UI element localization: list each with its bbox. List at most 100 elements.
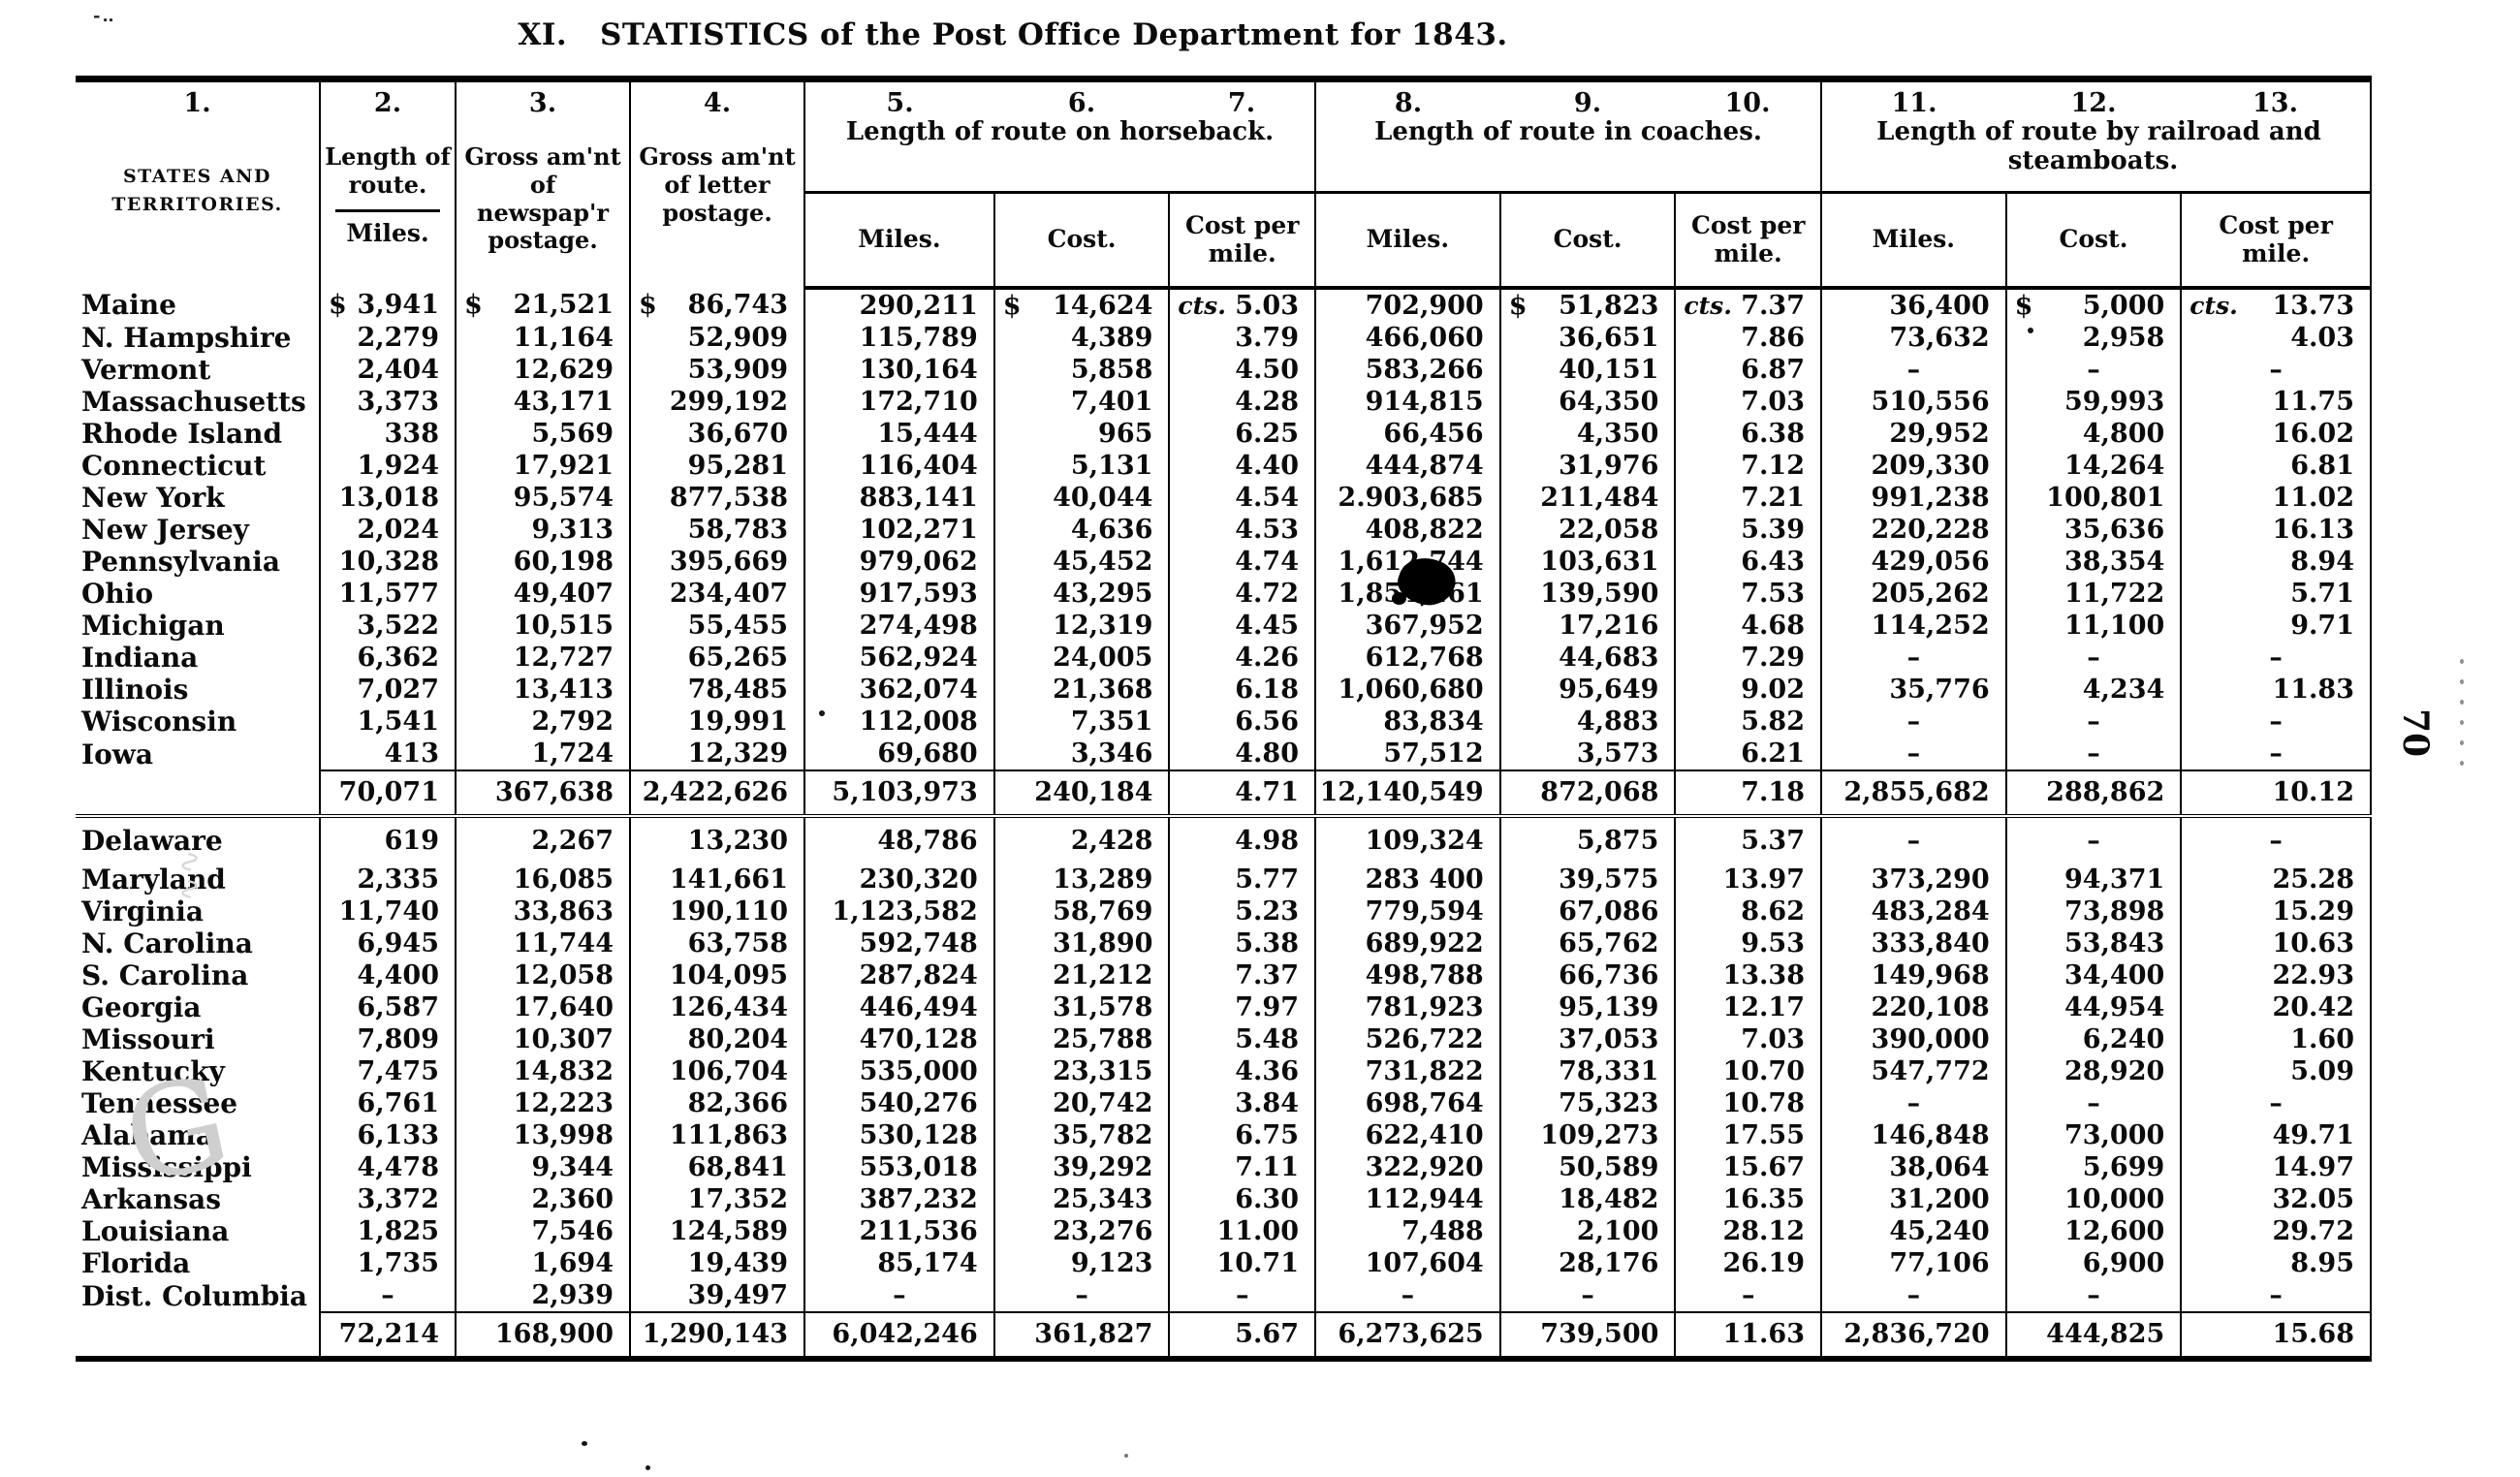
stray-speck <box>646 1465 650 1470</box>
value-cell: 1,735 <box>319 1247 456 1279</box>
value-cell: 10,515 <box>455 610 630 642</box>
value-cell: 553,018 <box>803 1151 994 1183</box>
value-cell: – <box>1820 1087 2006 1119</box>
value-cell: 979,062 <box>803 546 994 578</box>
table-row: Vermont 2,404 12,629 53,909 130,164 5,858 4.50… <box>76 354 2372 386</box>
value-cell: 172,710 <box>803 386 994 418</box>
states-territories-label: STATES AND TERRITORIES. <box>111 166 283 215</box>
value-cell: 35,636 <box>2004 514 2182 546</box>
column-number-5: 5. <box>886 88 914 118</box>
value-cell: 698,764 <box>1314 1087 1500 1119</box>
table-header: 1. STATES AND TERRITORIES. 2. Length of … <box>76 79 2372 290</box>
value-cell: 5.39 <box>1674 514 1821 546</box>
value-cell: 612,768 <box>1314 642 1500 674</box>
value-cell: 917,593 <box>803 578 994 610</box>
value-cell: 562,924 <box>803 642 994 674</box>
value-cell: 37,053 <box>1498 1023 1676 1055</box>
value-cell: 17,216 <box>1498 610 1676 642</box>
state-name-cell: Michigan <box>81 610 225 642</box>
table-row: Louisiana 1,825 7,546 124,589 211,536 23,276 1… <box>76 1215 2372 1247</box>
value-cell: 115,789 <box>803 322 994 354</box>
value-cell: 4.98 <box>1168 816 1315 864</box>
value-cell: 15.68 <box>2180 1311 2372 1362</box>
table-row: New York 13,018 95,574 877,538 883,141 40,044… <box>76 482 2372 514</box>
value-cell: 80,204 <box>629 1023 804 1055</box>
value-cell: 95,574 <box>455 482 630 514</box>
table-row: Michigan 3,522 10,515 55,455 274,498 12,319 4.… <box>76 610 2372 642</box>
value-cell: 29,952 <box>1820 418 2006 450</box>
value-cell: 95,281 <box>629 450 804 482</box>
value-cell: 4,400 <box>319 959 456 991</box>
totals-row: 70,071 367,638 2,422,626 5,103,973 240,184 4.… <box>76 770 2372 818</box>
value-cell: 408,822 <box>1314 514 1500 546</box>
totals-empty-cell <box>76 1312 320 1362</box>
value-cell: 2,958 <box>2004 322 2182 354</box>
value-cell: 220,108 <box>1820 991 2006 1023</box>
value-cell: 126,434 <box>629 991 804 1023</box>
value-cell: 16,085 <box>455 864 630 896</box>
value-cell: 1,541 <box>319 706 456 738</box>
value-cell: 82,366 <box>629 1087 804 1119</box>
value-cell: – <box>1820 354 2006 386</box>
value-cell: 14,832 <box>455 1055 630 1087</box>
value-cell: 7.86 <box>1674 322 1821 354</box>
value-cell: 3,373 <box>319 386 456 418</box>
table-row: Delaware 619 2,267 13,230 48,786 2,428 4.98 109… <box>76 816 2372 864</box>
value-cell: 6,133 <box>319 1119 456 1151</box>
value-cell: 14,264 <box>2004 450 2182 482</box>
value-cell: $51,823 <box>1498 288 1676 322</box>
value-cell: 13,998 <box>455 1119 630 1151</box>
value-cell: 11,577 <box>319 578 456 610</box>
value-cell: 65,265 <box>629 642 804 674</box>
value-cell: 78,485 <box>629 674 804 706</box>
table-row: Maryland 2,335 16,085 141,661 230,320 13,289 5… <box>76 864 2372 896</box>
value-cell: 114,252 <box>1820 610 2006 642</box>
value-cell: 13.97 <box>1674 864 1821 896</box>
value-cell: 58,783 <box>629 514 804 546</box>
subheader-coaches-cost: Cost. <box>1498 192 1676 290</box>
value-cell: 36,670 <box>629 418 804 450</box>
group-header-horseback: 5. 6. 7. Length of route on horseback. <box>803 79 1315 194</box>
value-cell: 94,371 <box>2004 864 2182 896</box>
column-number-8: 8. <box>1394 88 1423 118</box>
value-cell: – <box>2004 354 2182 386</box>
state-name-cell: New Jersey <box>81 514 249 546</box>
value-cell: 49,407 <box>455 578 630 610</box>
value-cell: 75,323 <box>1498 1087 1676 1119</box>
value-cell: 274,498 <box>803 610 994 642</box>
value-cell: 95,139 <box>1498 991 1676 1023</box>
value-cell: 10,307 <box>455 1023 630 1055</box>
value-cell: 4.45 <box>1168 610 1315 642</box>
value-cell: – <box>1820 706 2006 738</box>
value-cell: 2.903,685 <box>1314 482 1500 514</box>
value-cell: 45,240 <box>1820 1215 2006 1247</box>
value-cell: – <box>319 1279 456 1312</box>
value-cell: 338 <box>319 418 456 450</box>
value-cell: 139,590 <box>1498 578 1676 610</box>
value-cell: 67,086 <box>1498 896 1676 927</box>
value-cell: 17,921 <box>455 450 630 482</box>
value-cell: cts. 13.73 <box>2180 288 2372 322</box>
column-number-7: 7. <box>1227 88 1256 118</box>
value-cell: 6,945 <box>319 927 456 959</box>
value-cell: 107,604 <box>1314 1247 1500 1279</box>
stray-speck <box>2028 328 2033 333</box>
value-cell: 9.53 <box>1674 927 1821 959</box>
value-cell: 689,922 <box>1314 927 1500 959</box>
value-cell: 11,740 <box>319 896 456 927</box>
column-number-6: 6. <box>1067 88 1096 118</box>
value-cell: 6.21 <box>1674 738 1821 770</box>
value-cell: 11,722 <box>2004 578 2182 610</box>
value-cell: 7.11 <box>1168 1151 1315 1183</box>
value-cell: 31,890 <box>992 927 1170 959</box>
value-cell: 15.67 <box>1674 1151 1821 1183</box>
state-name-cell: S. Carolina <box>81 959 249 991</box>
value-cell: 6.38 <box>1674 418 1821 450</box>
value-cell: 4.53 <box>1168 514 1315 546</box>
value-cell: 5,103,973 <box>803 770 994 818</box>
value-cell: 102,271 <box>803 514 994 546</box>
value-cell: 31,976 <box>1498 450 1676 482</box>
value-cell: 7.21 <box>1674 482 1821 514</box>
value-cell: 5,699 <box>2004 1151 2182 1183</box>
